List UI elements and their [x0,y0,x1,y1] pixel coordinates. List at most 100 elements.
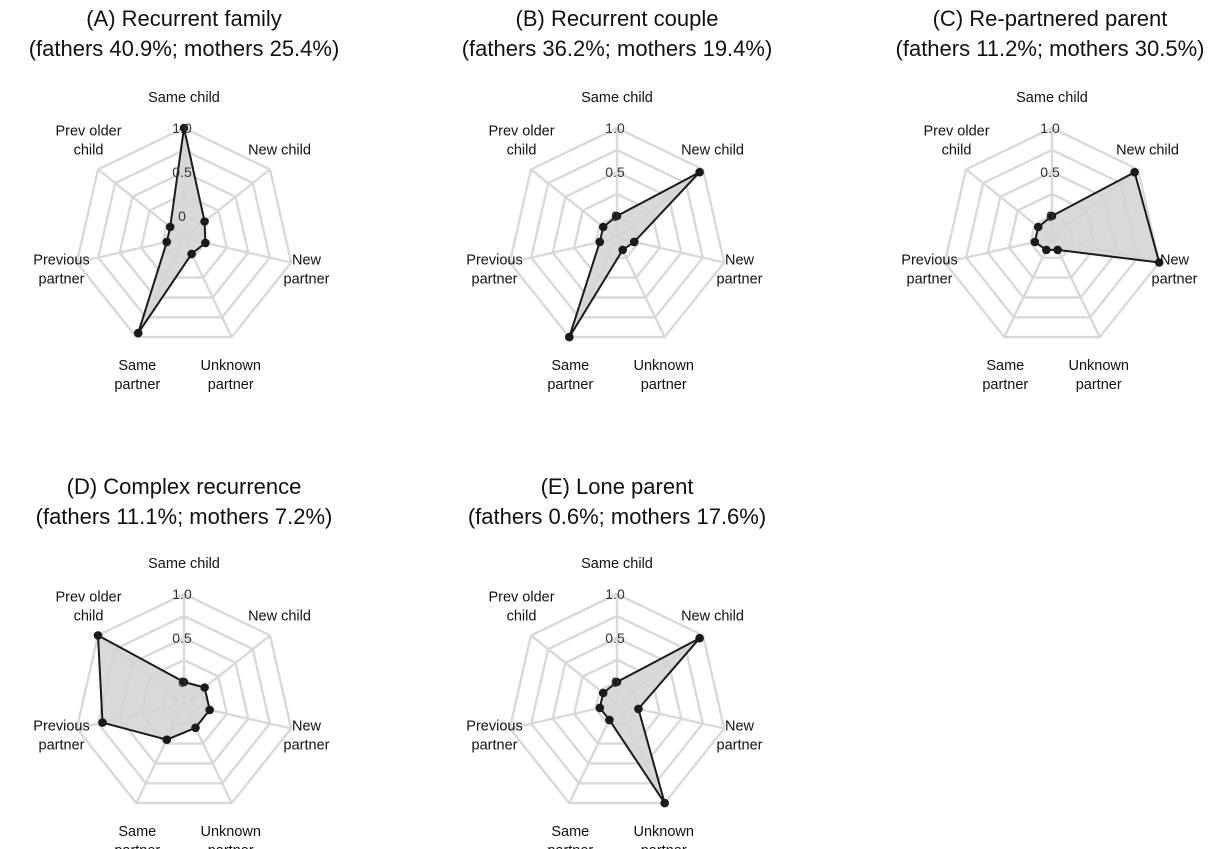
axis-label: Same child [1016,90,1088,106]
data-point-3 [634,704,643,714]
data-point-4 [660,798,669,808]
axis-label: Same child [148,556,220,572]
radar-panel-d: (D) Complex recurrence (fathers 11.1%; m… [33,474,332,849]
radial-tick-label: 1.0 [172,120,192,136]
panel-title: (B) Recurrent couple [516,6,719,31]
grid-ring-3 [118,170,250,299]
axis-label: Previous partner [33,253,89,288]
data-point-3 [1154,258,1164,267]
radial-tick-label: 0.5 [605,164,625,180]
data-point-7 [598,688,608,698]
radial-tick-label: 0 [178,208,186,224]
radial-tick-label: 0.5 [172,164,192,180]
axis-label: New partner [717,253,763,288]
grid-ring-4 [529,148,705,319]
radial-tick-label: 1.0 [605,120,625,136]
grid-ring-4 [96,148,272,319]
data-point-1 [612,211,622,221]
radar-panel-e: (E) Lone parent (fathers 0.6%; mothers 1… [466,474,766,849]
radial-tick-label: 1.0 [1040,120,1060,136]
data-point-7 [598,222,608,232]
data-point-4 [1053,245,1062,255]
axis-label: New partner [284,719,330,754]
radar-panel-a: (A) Recurrent family (fathers 40.9%; mot… [29,6,340,393]
panel-subtitle: (fathers 36.2%; mothers 19.4%) [462,36,773,61]
data-area [97,634,211,741]
data-point-4 [191,723,200,733]
data-point-6 [98,718,107,727]
data-point-3 [201,238,210,248]
data-point-6 [1030,237,1040,247]
radar-panel-b: (B) Recurrent couple (fathers 36.2%; mot… [462,6,773,393]
radial-tick-label: 0 [1046,208,1054,224]
axis-label: New partner [1152,253,1198,288]
data-point-7 [165,222,175,232]
data-point-6 [595,237,605,247]
grid-ring-5 [943,126,1161,339]
data-point-4 [187,249,196,259]
radial-tick-label: 1.0 [172,586,192,602]
axis-label: New child [248,143,311,159]
data-point-3 [205,705,214,715]
axis-spoke [1050,237,1101,338]
data-point-1 [612,677,622,687]
axis-label: New partner [717,719,763,754]
panel-subtitle: (fathers 11.1%; mothers 7.2%) [36,504,333,529]
radial-tick-label: 0 [611,208,619,224]
panel-subtitle: (fathers 0.6%; mothers 17.6%) [468,504,766,529]
axis-label: Prev older child [923,124,989,159]
grid-ring-5 [508,592,726,805]
axis-label: Same child [148,90,220,106]
axis-label: Previous partner [901,253,957,288]
data-point-3 [629,237,639,247]
grid-ring-5 [508,126,726,339]
panel-title: (E) Lone parent [541,474,694,499]
panel-title: (A) Recurrent family [86,6,282,31]
grid-ring-5 [75,592,293,805]
axis-label: New child [248,609,311,625]
data-point-1 [179,123,189,133]
axis-label: Same child [581,556,653,572]
panel-title: (C) Re-partnered parent [933,6,1168,31]
data-point-7 [1033,222,1043,232]
axis-label: New partner [284,253,330,288]
axis-spoke [1003,237,1054,338]
data-point-2 [695,167,704,177]
radial-tick-label: 0.5 [605,630,625,646]
axis-label: Prev older child [488,124,554,159]
data-point-5 [162,735,172,744]
axis-label: Previous partner [466,253,522,288]
data-point-2 [200,683,209,692]
radar-panel-c: (C) Re-partnered parent (fathers 11.2%; … [896,6,1205,393]
axis-label: Prev older child [55,124,121,159]
data-point-2 [1130,167,1139,177]
grid-ring-2 [139,192,229,279]
radial-tick-label: 0 [611,674,619,690]
data-point-1 [179,677,189,687]
data-point-5 [565,332,574,342]
grid-ring-5 [75,126,293,339]
radial-tick-label: 0.5 [172,630,192,646]
data-point-5 [605,715,614,725]
axis-label: Same child [581,90,653,106]
axis-label: Prev older child [488,590,554,625]
panel-title: (D) Complex recurrence [67,474,302,499]
radial-tick-label: 0 [178,674,186,690]
radial-tick-label: 0.5 [1040,164,1060,180]
panel-subtitle: (fathers 11.2%; mothers 30.5%) [896,36,1205,61]
axis-spoke [615,237,666,338]
data-point-2 [200,217,209,226]
data-point-6 [595,703,605,713]
axis-label: Previous partner [33,719,89,754]
radial-tick-label: 1.0 [605,586,625,602]
